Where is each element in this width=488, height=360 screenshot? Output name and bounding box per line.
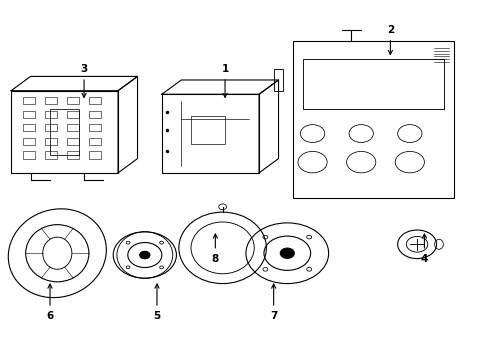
Bar [45,97,57,104]
Bar [45,152,57,158]
Bar [89,97,101,104]
Bar [23,138,35,145]
Text: 3: 3 [80,64,87,98]
Text: 7: 7 [269,284,277,321]
Text: 2: 2 [386,25,393,54]
Bar [89,124,101,131]
Bar [67,97,79,104]
Bar [45,138,57,145]
Bar [67,111,79,118]
Text: 4: 4 [420,234,427,264]
Bar [89,152,101,158]
Circle shape [140,251,150,259]
Bar [67,138,79,145]
Bar [23,111,35,118]
Text: 8: 8 [211,234,219,264]
Bar [302,59,443,109]
Text: 1: 1 [221,64,228,98]
Bar [45,124,57,131]
Bar [23,152,35,158]
Bar [67,152,79,158]
Bar [89,138,101,145]
Bar [45,111,57,118]
Text: 5: 5 [153,284,160,321]
Text: 6: 6 [46,284,54,321]
Bar [67,124,79,131]
Bar [23,97,35,104]
Bar [191,116,224,144]
Bar [23,124,35,131]
Bar [50,109,79,155]
Circle shape [280,248,294,258]
Bar [89,111,101,118]
